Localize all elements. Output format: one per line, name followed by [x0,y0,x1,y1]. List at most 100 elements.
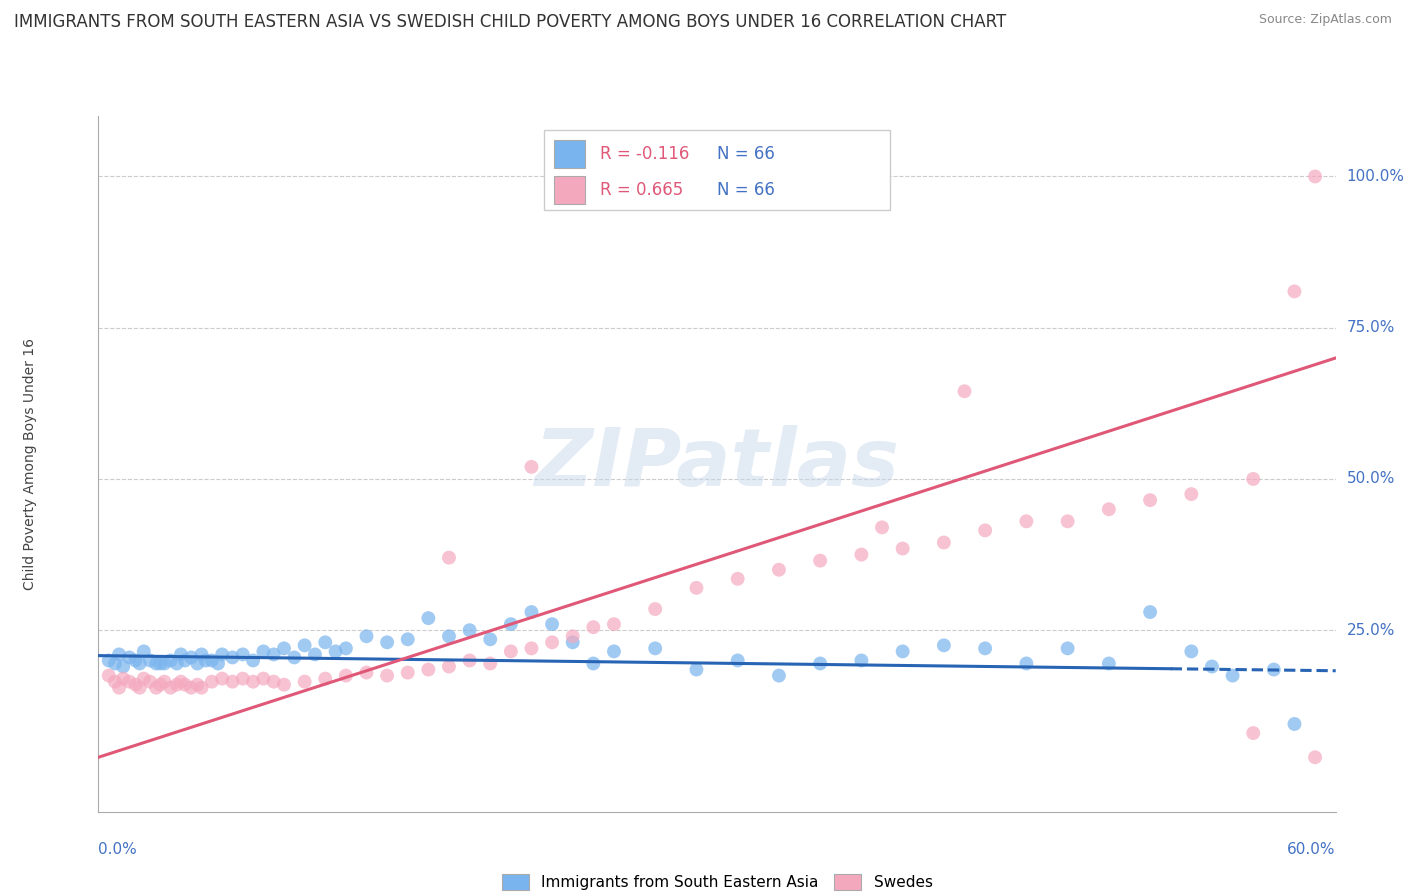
Point [644,602,666,616]
Point [603,644,626,658]
Point [211,648,233,662]
Point [1201,659,1223,673]
Point [221,650,243,665]
Point [190,681,212,695]
FancyBboxPatch shape [554,177,585,204]
Point [294,674,316,689]
Point [644,641,666,656]
Point [418,663,440,677]
Point [932,638,955,652]
Point [458,624,481,638]
Point [128,681,150,695]
Point [166,678,188,692]
Point [375,668,398,682]
Point [149,657,172,671]
Point [294,638,316,652]
Point [232,648,254,662]
FancyBboxPatch shape [554,140,585,169]
Point [97,668,120,682]
Text: 25.0%: 25.0% [1347,623,1395,638]
Point [180,650,202,665]
Point [808,657,831,671]
Point [1284,717,1306,731]
Point [335,641,357,656]
Point [375,635,398,649]
Point [211,672,233,686]
Point [870,520,893,534]
Point [561,629,583,643]
Point [932,535,955,549]
Point [1015,514,1038,528]
Text: N = 66: N = 66 [717,181,775,200]
Point [283,650,305,665]
Point [145,681,167,695]
Text: 75.0%: 75.0% [1347,320,1395,335]
Point [727,572,749,586]
Point [685,663,707,677]
Point [499,644,522,658]
Point [186,657,208,671]
Point [479,632,502,647]
Point [974,641,997,656]
Point [153,674,176,689]
Point [499,617,522,632]
Point [685,581,707,595]
Point [207,657,229,671]
Point [396,665,419,680]
Point [108,648,131,662]
Point [396,632,419,647]
Point [520,459,543,474]
Legend: Immigrants from South Eastern Asia, Swedes: Immigrants from South Eastern Asia, Swed… [495,868,939,892]
Point [104,674,127,689]
Point [356,665,378,680]
Point [201,674,224,689]
Point [851,548,873,562]
Point [159,681,181,695]
Point [273,678,295,692]
Point [520,641,543,656]
Point [541,635,564,649]
Point [1139,493,1161,508]
Point [1222,668,1244,682]
Point [1180,644,1202,658]
Point [1263,663,1285,677]
Point [139,653,162,667]
Text: 100.0%: 100.0% [1347,169,1405,184]
Point [97,653,120,667]
Point [263,648,285,662]
Point [252,672,274,686]
Point [356,629,378,643]
Point [418,611,440,625]
Point [582,620,605,634]
Point [201,653,224,667]
Point [1015,657,1038,671]
Point [768,563,790,577]
Point [124,653,146,667]
Point [1241,726,1264,740]
Point [541,617,564,632]
Text: ZIPatlas: ZIPatlas [534,425,900,503]
Point [314,672,336,686]
Point [242,674,264,689]
Point [1056,641,1078,656]
Point [159,653,181,667]
Point [953,384,976,399]
Text: Child Poverty Among Boys Under 16: Child Poverty Among Boys Under 16 [24,338,38,590]
Point [132,644,155,658]
Point [582,657,605,671]
FancyBboxPatch shape [544,130,890,210]
Point [118,650,141,665]
Point [1284,285,1306,299]
Point [479,657,502,671]
Point [170,648,193,662]
Point [851,653,873,667]
Point [104,657,127,671]
Point [437,550,460,565]
Point [768,668,790,682]
Point [149,678,172,692]
Point [520,605,543,619]
Point [325,644,347,658]
Point [1303,169,1326,184]
Text: R = -0.116: R = -0.116 [599,145,689,163]
Point [1303,750,1326,764]
